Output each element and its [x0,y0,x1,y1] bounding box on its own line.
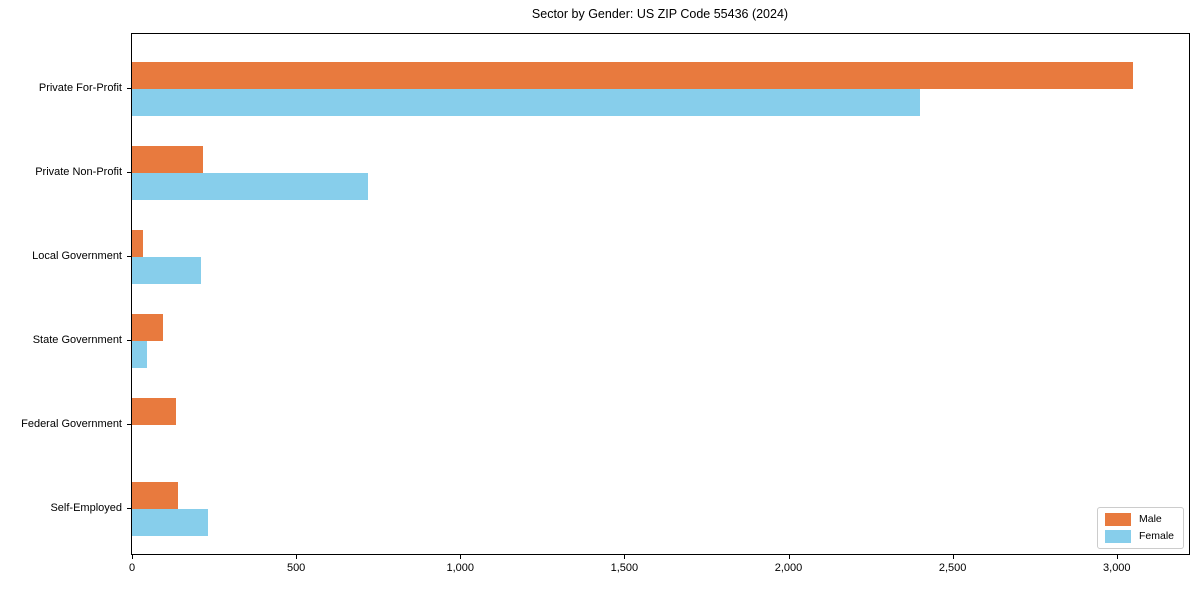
ytick-label-state-government: State Government [32,334,122,346]
xtick-label-3000: 3,000 [1103,562,1131,574]
xtick-label-1500: 1,500 [610,562,639,574]
bar-male-self-employed [132,482,178,509]
bar-female-local-government [132,257,201,284]
ytick-mark [127,424,131,425]
bar-female-private-for-profit [132,89,920,116]
xtick-mark [460,555,462,559]
xtick-label-2500: 2,500 [938,562,967,574]
legend-label-male: Male [1138,513,1162,525]
ytick-mark [127,88,131,89]
bar-male-local-government [132,230,143,257]
ytick-label-local-government: Local Government [32,250,122,262]
ytick-label-private-non-profit: Private Non-Profit [35,166,122,178]
xtick-mark [788,555,790,559]
xtick-mark [296,555,298,559]
male-series-swatch [1104,513,1131,526]
xtick-label-0: 0 [128,562,136,574]
xtick-mark [132,555,133,559]
bar-female-self-employed [132,509,208,536]
bars-layer [132,34,1189,554]
plot-area: Male Female [131,33,1190,555]
xtick-mark [1116,555,1118,559]
bar-male-private-for-profit [132,62,1133,89]
ytick-mark [127,508,131,509]
female-series-swatch [1104,530,1131,543]
ytick-mark [127,256,131,257]
xtick-label-500: 500 [286,562,306,574]
legend-label-female: Female [1138,530,1174,542]
xtick-mark [952,555,954,559]
bar-male-federal-government [132,398,176,425]
bar-female-state-government [132,341,147,368]
ytick-mark [127,340,131,341]
xtick-label-1000: 1,000 [446,562,475,574]
bar-male-state-government [132,314,163,341]
xtick-mark [624,555,626,559]
legend: Male Female [1096,507,1184,549]
chart-title: Sector by Gender: US ZIP Code 55436 (202… [531,7,789,21]
legend-entry-male: Male [1104,513,1174,526]
ytick-label-private-for-profit: Private For-Profit [38,82,122,94]
ytick-label-federal-government: Federal Government [21,418,122,430]
bar-female-private-non-profit [132,173,368,200]
xtick-label-2000: 2,000 [774,562,803,574]
legend-entry-female: Female [1104,530,1174,543]
ytick-mark [127,172,131,173]
bar-male-private-non-profit [132,146,203,173]
ytick-label-self-employed: Self-Employed [50,502,122,514]
